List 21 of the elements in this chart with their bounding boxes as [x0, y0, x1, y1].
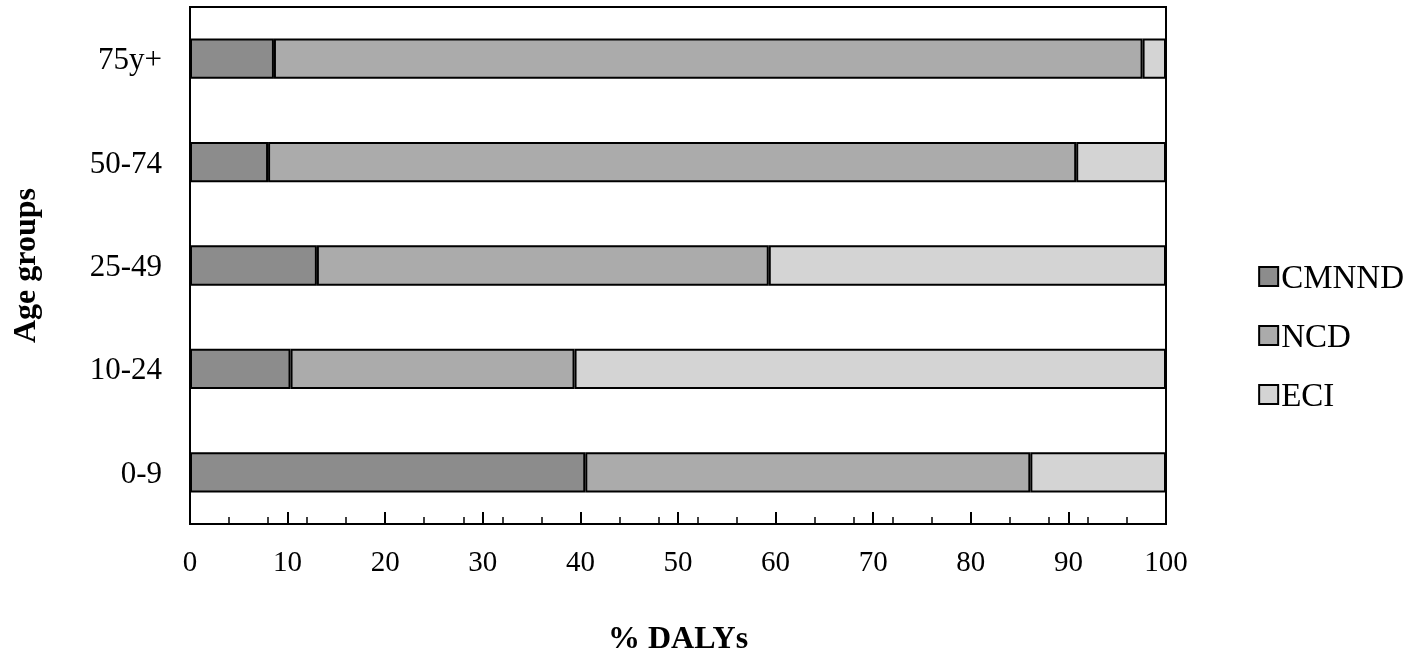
y-tick-label: 25-49: [89, 248, 162, 283]
x-tick-label: 40: [565, 544, 595, 577]
x-tick-label: 70: [858, 544, 888, 577]
x-tick-label: 100: [1144, 544, 1188, 577]
legend-label: NCD: [1281, 317, 1351, 354]
y-tick-label: 50-74: [89, 144, 163, 180]
x-tick-label: 20: [370, 544, 400, 577]
y-tick-label: 10-24: [89, 351, 163, 387]
y-tick-label: 75y+: [98, 41, 162, 77]
x-tick-label: 60: [761, 544, 791, 577]
x-tick-label: 80: [956, 544, 986, 577]
x-axis-title: % DALYs: [607, 619, 749, 655]
x-tick-label: 10: [273, 544, 303, 577]
x-tick-label: 0: [182, 544, 198, 577]
y-axis-title: Age groups: [6, 188, 42, 343]
x-tick-label: 30: [468, 544, 498, 577]
x-tick-label: 50: [663, 544, 693, 577]
legend-label: CMNND: [1281, 258, 1405, 295]
y-tick-label: 0-9: [120, 454, 162, 490]
legend-label: ECI: [1281, 376, 1335, 413]
x-tick-label: 90: [1053, 544, 1083, 577]
